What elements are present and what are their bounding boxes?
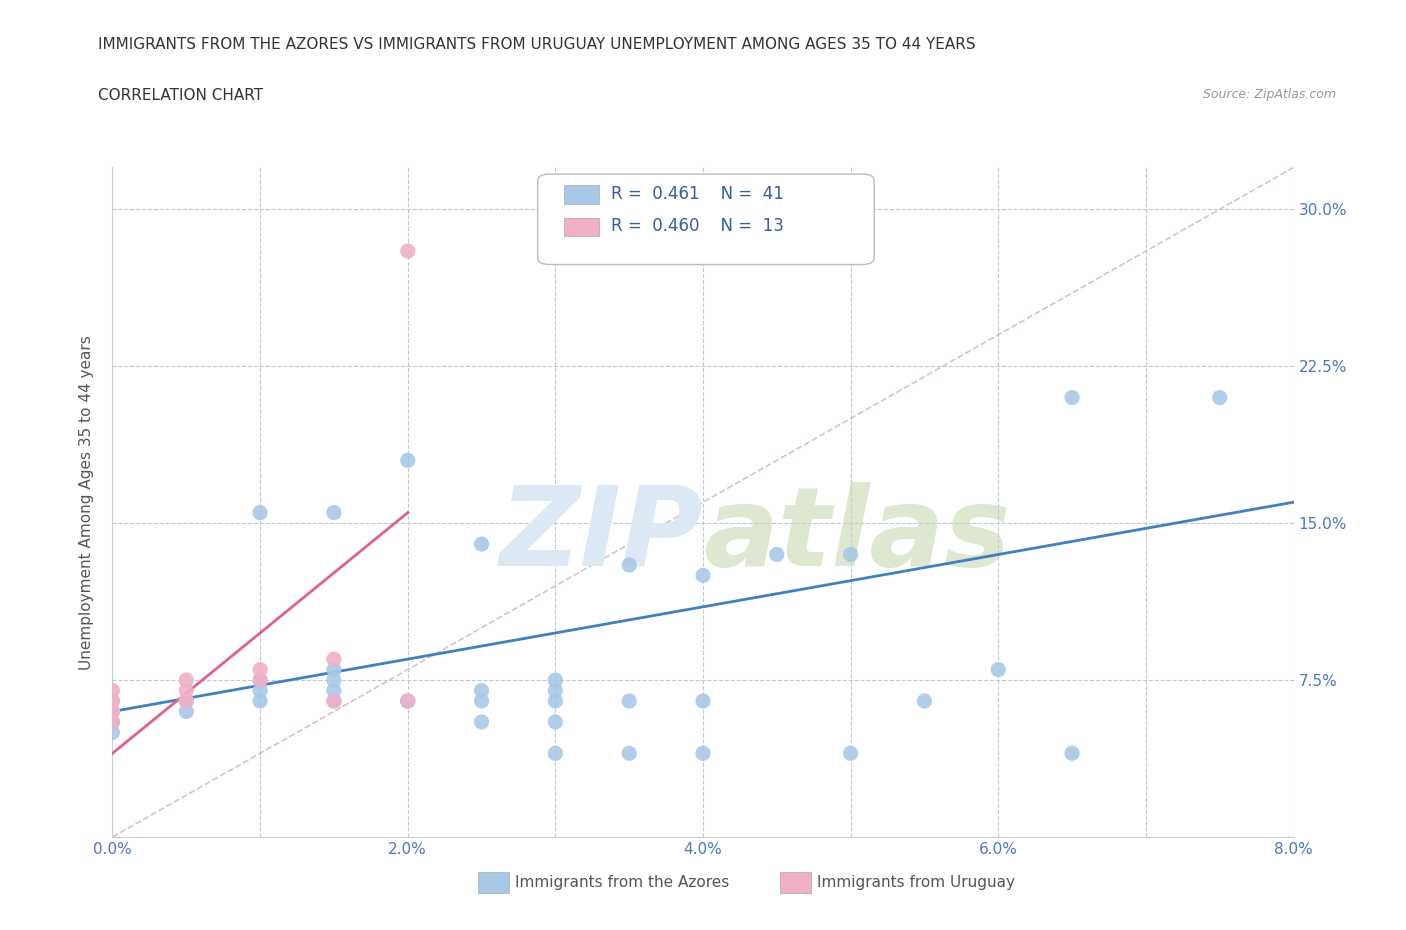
Point	[544, 714, 567, 729]
FancyBboxPatch shape	[537, 174, 875, 264]
Text: R =  0.460    N =  13: R = 0.460 N = 13	[610, 218, 783, 235]
FancyBboxPatch shape	[564, 218, 599, 236]
Point	[1062, 391, 1084, 405]
Point	[174, 683, 197, 698]
Point	[396, 453, 419, 468]
Point	[101, 725, 124, 740]
Point	[619, 746, 641, 761]
Point	[101, 694, 124, 709]
Point	[323, 672, 346, 687]
Point	[692, 568, 714, 583]
Text: CORRELATION CHART: CORRELATION CHART	[98, 88, 263, 103]
Point	[249, 672, 271, 687]
Point	[396, 694, 419, 709]
Point	[839, 547, 862, 562]
Point	[249, 662, 271, 677]
Point	[249, 683, 271, 698]
Point	[101, 714, 124, 729]
Point	[544, 672, 567, 687]
Point	[101, 694, 124, 709]
Point	[914, 694, 936, 709]
Point	[765, 547, 787, 562]
Point	[323, 505, 346, 520]
Point	[396, 244, 419, 259]
Text: Immigrants from Uruguay: Immigrants from Uruguay	[817, 875, 1015, 890]
Point	[323, 662, 346, 677]
Point	[544, 746, 567, 761]
Point	[101, 683, 124, 698]
Point	[544, 694, 567, 709]
Text: IMMIGRANTS FROM THE AZORES VS IMMIGRANTS FROM URUGUAY UNEMPLOYMENT AMONG AGES 35: IMMIGRANTS FROM THE AZORES VS IMMIGRANTS…	[98, 37, 976, 52]
Point	[544, 683, 567, 698]
Point	[249, 694, 271, 709]
Point	[471, 714, 494, 729]
Point	[619, 694, 641, 709]
Point	[174, 672, 197, 687]
Text: Source: ZipAtlas.com: Source: ZipAtlas.com	[1202, 88, 1336, 101]
Point	[249, 672, 271, 687]
Text: R =  0.461    N =  41: R = 0.461 N = 41	[610, 185, 783, 203]
Point	[323, 652, 346, 667]
Point	[692, 746, 714, 761]
Point	[396, 694, 419, 709]
FancyBboxPatch shape	[564, 185, 599, 205]
Point	[174, 704, 197, 719]
Point	[839, 746, 862, 761]
Point	[619, 558, 641, 573]
Y-axis label: Unemployment Among Ages 35 to 44 years: Unemployment Among Ages 35 to 44 years	[79, 335, 94, 670]
Point	[101, 704, 124, 719]
Point	[987, 662, 1010, 677]
Point	[323, 694, 346, 709]
Point	[1208, 391, 1232, 405]
Point	[396, 694, 419, 709]
Text: ZIP: ZIP	[499, 482, 703, 590]
Point	[101, 714, 124, 729]
Point	[471, 694, 494, 709]
Point	[692, 694, 714, 709]
Text: atlas: atlas	[703, 482, 1011, 590]
Point	[249, 505, 271, 520]
Point	[471, 683, 494, 698]
Point	[323, 694, 346, 709]
Point	[174, 694, 197, 709]
Text: Immigrants from the Azores: Immigrants from the Azores	[515, 875, 728, 890]
Point	[174, 694, 197, 709]
Point	[323, 683, 346, 698]
Point	[471, 537, 494, 551]
Point	[1062, 746, 1084, 761]
Point	[101, 704, 124, 719]
